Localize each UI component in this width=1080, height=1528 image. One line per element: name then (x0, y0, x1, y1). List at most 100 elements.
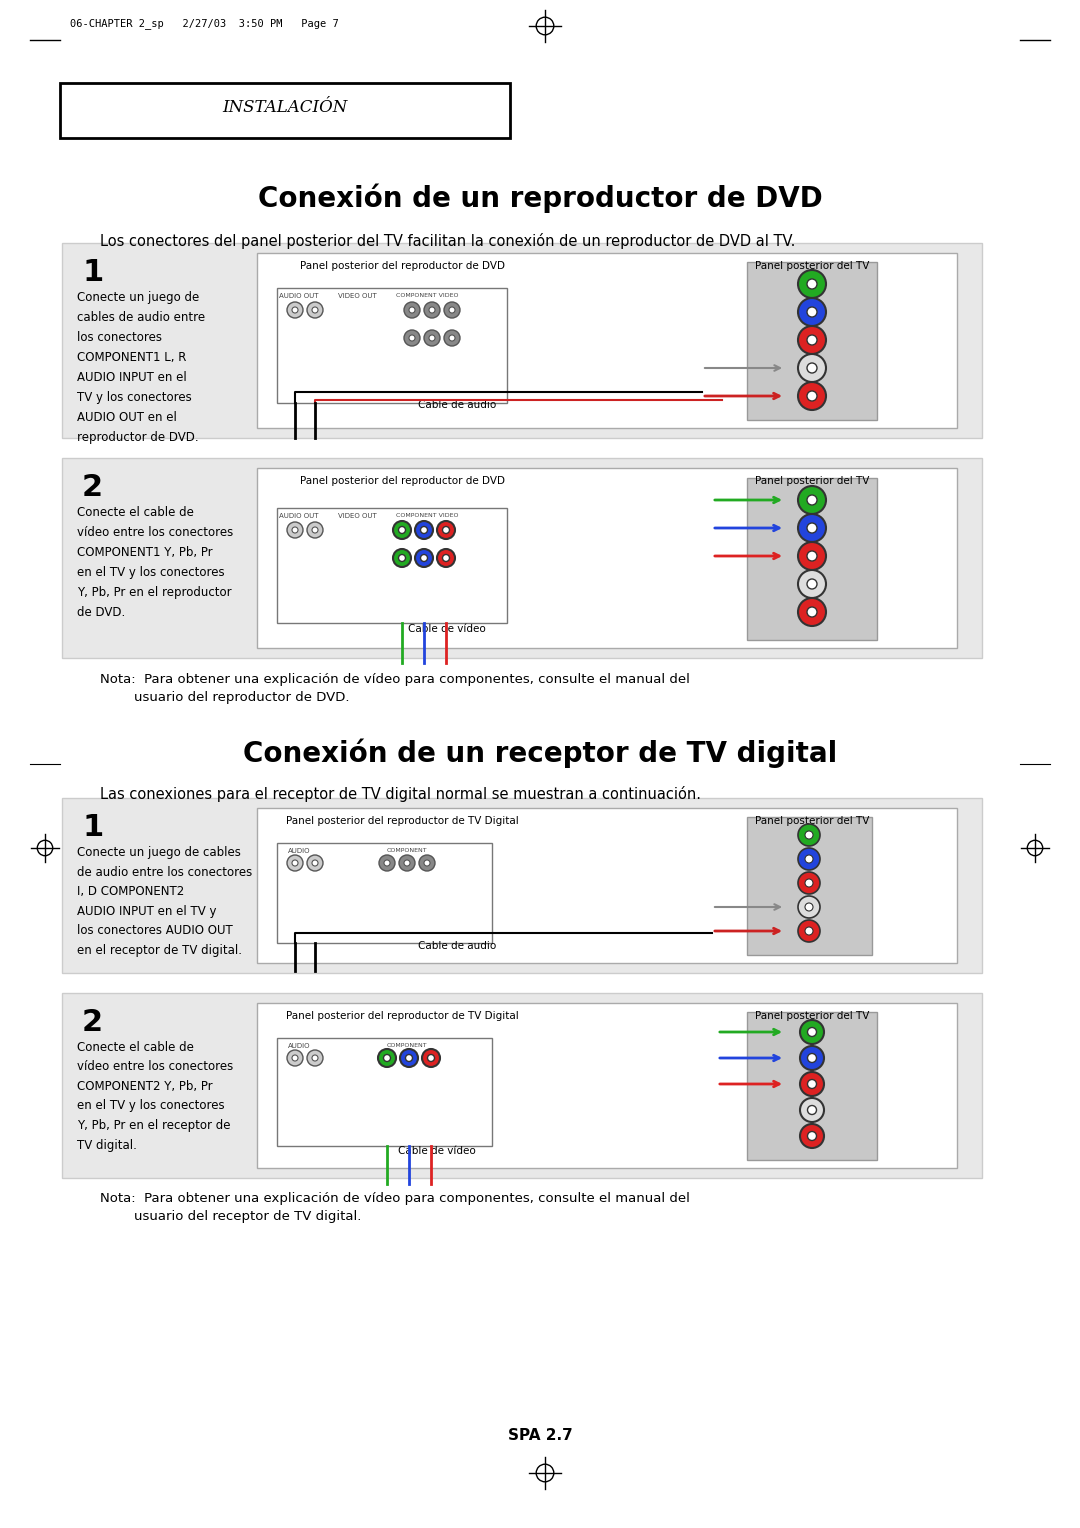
FancyBboxPatch shape (276, 287, 507, 403)
Text: Conecte un juego de cables
de audio entre los conectores
I, D COMPONENT2
AUDIO I: Conecte un juego de cables de audio entr… (77, 847, 253, 957)
Circle shape (808, 1132, 816, 1140)
Text: SPA 2.7: SPA 2.7 (508, 1429, 572, 1442)
Text: Panel posterior del TV: Panel posterior del TV (755, 477, 869, 486)
Text: Panel posterior del reproductor de DVD: Panel posterior del reproductor de DVD (299, 477, 504, 486)
Circle shape (383, 1054, 391, 1062)
Text: AUDIO OUT: AUDIO OUT (280, 513, 319, 520)
Circle shape (409, 335, 415, 341)
Circle shape (444, 303, 460, 318)
Circle shape (409, 307, 415, 313)
Circle shape (287, 523, 303, 538)
Circle shape (424, 860, 430, 866)
Circle shape (292, 1054, 298, 1060)
Text: AUDIO: AUDIO (801, 1112, 822, 1117)
Circle shape (807, 364, 816, 373)
Text: Cable de vídeo: Cable de vídeo (408, 623, 486, 634)
Text: AUDIO: AUDIO (800, 370, 823, 376)
Circle shape (287, 303, 303, 318)
Circle shape (399, 555, 405, 561)
Circle shape (307, 1050, 323, 1067)
Circle shape (419, 856, 435, 871)
Circle shape (399, 527, 405, 533)
FancyBboxPatch shape (276, 843, 492, 943)
Circle shape (807, 335, 816, 345)
FancyBboxPatch shape (747, 1012, 877, 1160)
FancyBboxPatch shape (62, 993, 982, 1178)
Text: Conexión de un receptor de TV digital: Conexión de un receptor de TV digital (243, 738, 837, 767)
Circle shape (404, 303, 420, 318)
Circle shape (405, 1054, 413, 1062)
Circle shape (798, 542, 826, 570)
Circle shape (312, 860, 318, 866)
Circle shape (798, 895, 820, 918)
Text: Cable de audio: Cable de audio (418, 941, 496, 950)
Text: Conecte el cable de
vídeo entre los conectores
COMPONENT1 Y, Pb, Pr
en el TV y l: Conecte el cable de vídeo entre los cone… (77, 506, 233, 619)
Text: Panel posterior del TV: Panel posterior del TV (755, 816, 869, 827)
Circle shape (798, 597, 826, 626)
FancyBboxPatch shape (257, 808, 957, 963)
Circle shape (404, 860, 410, 866)
Circle shape (400, 1050, 418, 1067)
Text: Conexión de un reproductor de DVD: Conexión de un reproductor de DVD (258, 183, 822, 212)
Circle shape (292, 527, 298, 533)
Circle shape (800, 1073, 824, 1096)
Circle shape (422, 1050, 440, 1067)
Circle shape (798, 824, 820, 847)
Text: Panel posterior del reproductor de TV Digital: Panel posterior del reproductor de TV Di… (285, 816, 518, 827)
Circle shape (798, 354, 826, 382)
Text: Cable de vídeo: Cable de vídeo (399, 1146, 476, 1157)
Circle shape (292, 307, 298, 313)
Circle shape (415, 549, 433, 567)
Circle shape (292, 860, 298, 866)
Circle shape (800, 1047, 824, 1070)
Circle shape (379, 856, 395, 871)
Text: 1: 1 (82, 813, 104, 842)
Circle shape (420, 555, 428, 561)
Text: Panel posterior del reproductor de DVD: Panel posterior del reproductor de DVD (299, 261, 504, 270)
Circle shape (808, 1105, 816, 1114)
Text: Conecte el cable de
vídeo entre los conectores
COMPONENT2 Y, Pb, Pr
en el TV y l: Conecte el cable de vídeo entre los cone… (77, 1041, 233, 1152)
Circle shape (805, 903, 813, 911)
Circle shape (807, 579, 816, 588)
Circle shape (798, 872, 820, 894)
Circle shape (393, 521, 411, 539)
Text: COMPONENT VIDEO: COMPONENT VIDEO (395, 293, 458, 298)
Circle shape (808, 1027, 816, 1036)
Circle shape (807, 523, 816, 533)
FancyBboxPatch shape (62, 798, 982, 973)
Circle shape (807, 495, 816, 504)
Circle shape (424, 330, 440, 345)
Circle shape (393, 549, 411, 567)
Text: Nota:  Para obtener una explicación de vídeo para componentes, consulte el manua: Nota: Para obtener una explicación de ví… (100, 672, 690, 704)
Circle shape (807, 607, 816, 617)
Circle shape (404, 330, 420, 345)
FancyBboxPatch shape (60, 83, 510, 138)
FancyBboxPatch shape (62, 243, 982, 439)
Text: COMPONENT VIDEO: COMPONENT VIDEO (395, 513, 458, 518)
Text: AUDIO: AUDIO (800, 587, 823, 591)
Circle shape (444, 330, 460, 345)
Circle shape (805, 879, 813, 886)
FancyBboxPatch shape (747, 817, 872, 955)
Circle shape (307, 303, 323, 318)
Circle shape (287, 856, 303, 871)
FancyBboxPatch shape (276, 507, 507, 623)
Circle shape (800, 1099, 824, 1122)
Circle shape (798, 382, 826, 410)
Circle shape (449, 307, 455, 313)
Circle shape (800, 1021, 824, 1044)
Circle shape (805, 856, 813, 863)
Text: AUDIO OUT: AUDIO OUT (280, 293, 319, 299)
Text: INSTALACIÓN: INSTALACIÓN (222, 98, 348, 116)
Text: 2: 2 (82, 1008, 103, 1038)
FancyBboxPatch shape (257, 1002, 957, 1167)
Circle shape (429, 335, 435, 341)
FancyBboxPatch shape (747, 261, 877, 420)
Circle shape (312, 1054, 318, 1060)
FancyBboxPatch shape (276, 1038, 492, 1146)
Text: 2: 2 (82, 474, 103, 503)
Circle shape (443, 555, 449, 561)
Circle shape (378, 1050, 396, 1067)
Text: 1: 1 (82, 258, 104, 287)
Text: Panel posterior del TV: Panel posterior del TV (755, 261, 869, 270)
